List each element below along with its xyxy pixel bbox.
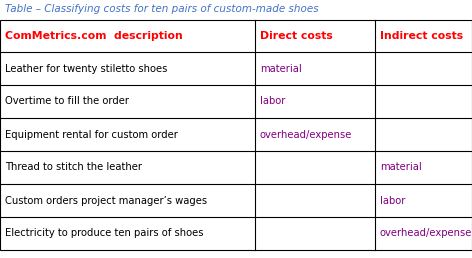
Text: overhead/expense: overhead/expense	[260, 130, 353, 140]
Text: Indirect costs: Indirect costs	[380, 31, 463, 41]
Text: Table – Classifying costs for ten pairs of custom-made shoes: Table – Classifying costs for ten pairs …	[5, 4, 319, 14]
Text: Thread to stitch the leather: Thread to stitch the leather	[5, 163, 142, 173]
Text: Electricity to produce ten pairs of shoes: Electricity to produce ten pairs of shoe…	[5, 229, 203, 238]
Text: material: material	[380, 163, 422, 173]
Text: ComMetrics.com  description: ComMetrics.com description	[5, 31, 183, 41]
Text: material: material	[260, 63, 302, 74]
Text: Custom orders project manager’s wages: Custom orders project manager’s wages	[5, 196, 207, 206]
Text: overhead/expense: overhead/expense	[380, 229, 472, 238]
Text: Overtime to fill the order: Overtime to fill the order	[5, 96, 129, 107]
Bar	[0, 20, 472, 250]
Text: Direct costs: Direct costs	[260, 31, 333, 41]
Text: Leather for twenty stiletto shoes: Leather for twenty stiletto shoes	[5, 63, 168, 74]
Text: Equipment rental for custom order: Equipment rental for custom order	[5, 130, 178, 140]
Text: labor: labor	[260, 96, 286, 107]
Text: labor: labor	[380, 196, 405, 206]
